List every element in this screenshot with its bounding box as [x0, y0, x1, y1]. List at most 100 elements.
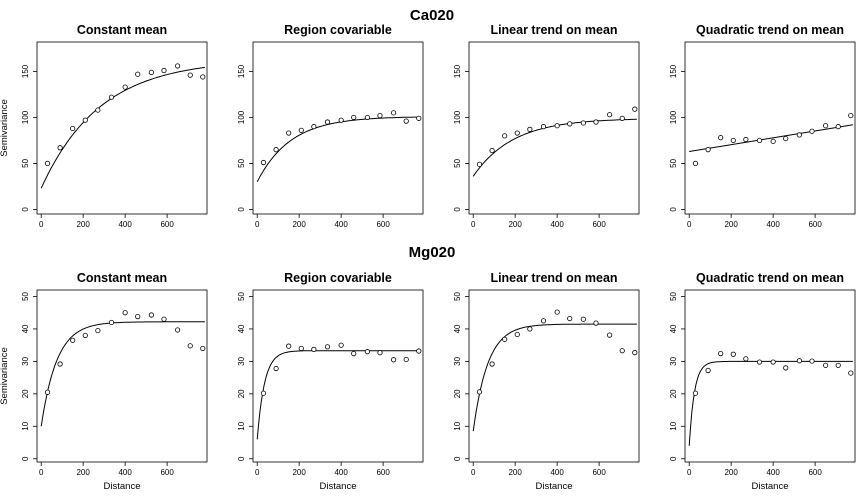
data-point — [718, 135, 724, 141]
data-point — [756, 137, 763, 144]
y-tick-label: 0 — [237, 207, 246, 212]
data-point — [57, 145, 63, 151]
fitted-curve — [256, 116, 421, 183]
x-tick-label: 0 — [687, 220, 692, 229]
data-point — [632, 106, 638, 112]
x-tick-label: 0 — [687, 468, 692, 477]
y-tick-label: 150 — [453, 64, 462, 78]
plot-frame — [684, 41, 856, 215]
data-point — [567, 121, 573, 127]
x-tick-label: 600 — [808, 220, 822, 229]
data-point — [692, 390, 699, 396]
fitted-curve — [688, 360, 853, 446]
y-axis-label: Semivariance — [0, 347, 10, 405]
data-point — [187, 72, 193, 78]
x-tick-label: 600 — [592, 468, 606, 477]
y-tick-label: 0 — [669, 207, 678, 212]
plot-frame — [36, 41, 208, 215]
data-point — [770, 138, 776, 144]
data-point — [273, 365, 279, 372]
y-tick-label: 0 — [21, 207, 30, 212]
x-axis-label: Distance — [536, 481, 573, 492]
y-tick-label: 40 — [453, 324, 462, 333]
data-point — [161, 67, 167, 74]
data-point — [351, 351, 357, 357]
x-tick-label: 0 — [255, 220, 260, 229]
x-axis-label: Distance — [752, 481, 789, 492]
data-point — [848, 112, 854, 119]
data-point — [70, 125, 76, 132]
y-tick-label: 0 — [237, 456, 246, 461]
row-title-mg020: Mg020 — [409, 244, 456, 261]
data-point — [756, 359, 763, 365]
x-tick-label: 0 — [471, 468, 476, 477]
data-point — [514, 130, 520, 136]
x-tick-label: 200 — [508, 468, 522, 477]
x-tick-label: 0 — [255, 468, 260, 477]
plot-frame — [468, 289, 640, 463]
data-point — [122, 84, 128, 90]
x-tick-label: 0 — [39, 220, 44, 229]
panel-5: Constant mean 0 200 400 600 0 10 20 30 40 50 Semiva… — [0, 271, 208, 492]
data-point — [632, 350, 638, 356]
y-tick-label: 50 — [453, 158, 462, 167]
data-point — [770, 359, 776, 365]
x-tick-label: 200 — [292, 220, 306, 229]
x-tick-label: 400 — [118, 220, 132, 229]
data-point — [298, 345, 304, 352]
panel-title: Linear trend on mean — [490, 271, 617, 285]
data-point — [540, 124, 547, 130]
data-point — [476, 389, 483, 395]
panel-2: Region covariable 0 200 400 600 0 50 100 150 — [237, 23, 424, 229]
data-point — [619, 348, 625, 354]
y-axis-label: Semivariance — [0, 99, 10, 157]
x-tick-label: 200 — [76, 220, 90, 229]
data-point — [82, 117, 88, 123]
y-tick-label: 100 — [237, 110, 246, 124]
data-point — [44, 389, 51, 395]
y-tick-label: 0 — [453, 207, 462, 212]
data-point — [489, 361, 495, 367]
data-point — [377, 112, 383, 119]
panel-7: Linear trend on mean 0 200 400 600 0 10 20 30 40 5… — [453, 271, 640, 492]
x-tick-label: 400 — [766, 220, 780, 229]
data-point — [580, 316, 586, 322]
data-point — [311, 124, 317, 130]
fitted-curve — [472, 323, 637, 432]
y-tick-label: 100 — [21, 110, 30, 124]
y-tick-label: 0 — [453, 456, 462, 461]
panel-1: Constant mean 0 200 400 600 0 50 100 150 Semivari… — [0, 23, 208, 229]
panel-title: Quadratic trend on mean — [696, 271, 844, 285]
x-tick-label: 0 — [471, 220, 476, 229]
y-tick-label: 100 — [669, 110, 678, 124]
x-tick-label: 400 — [334, 468, 348, 477]
y-tick-label: 30 — [237, 356, 246, 365]
y-tick-label: 20 — [453, 389, 462, 398]
y-tick-label: 0 — [21, 456, 30, 461]
x-axis-label: Distance — [104, 481, 141, 492]
x-tick-label: 600 — [376, 468, 390, 477]
y-tick-label: 40 — [237, 324, 246, 333]
x-tick-label: 400 — [334, 220, 348, 229]
data-point — [108, 319, 115, 326]
data-point — [403, 118, 409, 124]
data-point — [122, 310, 128, 316]
data-point — [705, 147, 711, 153]
data-point — [135, 71, 141, 77]
panel-title: Constant mean — [77, 23, 167, 37]
data-point — [607, 112, 613, 118]
panel-title: Region covariable — [284, 271, 392, 285]
data-point — [823, 123, 829, 129]
row-title-ca020: Ca020 — [410, 7, 454, 24]
data-point — [580, 120, 586, 126]
data-point — [187, 343, 193, 349]
y-tick-label: 20 — [669, 389, 678, 398]
panel-title: Quadratic trend on mean — [696, 23, 844, 37]
y-tick-label: 100 — [453, 110, 462, 124]
panel-3: Linear trend on mean 0 200 400 600 0 50 100 150 — [453, 23, 640, 229]
data-point — [108, 94, 115, 100]
x-tick-label: 200 — [724, 220, 738, 229]
data-point — [835, 362, 841, 368]
data-point — [554, 123, 560, 129]
